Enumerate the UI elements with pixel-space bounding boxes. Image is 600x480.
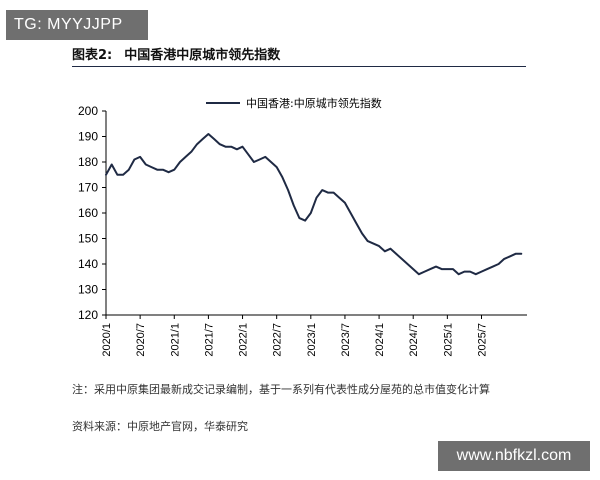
x-tick-label: 2023/7 (340, 323, 352, 357)
x-tick-label: 2020/7 (135, 323, 147, 357)
series-layer (105, 133, 523, 276)
title-rule (72, 66, 526, 67)
x-tick-label: 2024/1 (374, 323, 386, 357)
chart-note: 注：采用中原集团最新成交记录编制，基于一系列有代表性成分屋苑的总市值变化计算 (72, 383, 490, 396)
x-tick-label: 2025/7 (476, 323, 488, 357)
x-tick-label: 2022/1 (238, 323, 250, 357)
figure-title: 图表2: 中国香港中原城市领先指数 (72, 44, 280, 63)
y-tick-label: 140 (78, 257, 98, 271)
x-tick-label: 2024/7 (408, 323, 420, 357)
watermark-top: TG: MYYJJPP (6, 10, 148, 40)
y-axis: 120 130 140 150 160 170 180 190 200 (78, 104, 107, 322)
x-axis: 2020/1 2020/7 2021/1 2021/7 2022/1 2022/7 2023… (101, 314, 527, 357)
x-tick-label: 2021/1 (169, 323, 181, 357)
line-chart: 120 130 140 150 160 170 180 190 200 2020/1 2020/7… (78, 96, 527, 357)
x-tick-label: 2023/1 (306, 323, 318, 357)
x-tick-label: 2025/1 (442, 323, 454, 357)
series-line (105, 133, 523, 276)
chart-source: 资料来源：中原地产官网，华泰研究 (72, 420, 248, 433)
y-tick-label: 190 (78, 130, 98, 144)
y-tick-label: 150 (78, 232, 98, 246)
figure-label: 图表2: (72, 48, 113, 63)
x-tick-label: 2020/1 (101, 323, 113, 357)
x-tick-label: 2022/7 (272, 323, 284, 357)
y-tick-label: 130 (78, 283, 98, 297)
y-tick-label: 200 (78, 104, 98, 118)
legend: 中国香港:中原城市领先指数 (206, 96, 382, 110)
y-tick-label: 180 (78, 155, 98, 169)
figure-title-text: 中国香港中原城市领先指数 (124, 48, 281, 63)
legend-label: 中国香港:中原城市领先指数 (246, 96, 382, 110)
watermark-bottom: www.nbfkzl.com (438, 441, 590, 471)
y-tick-label: 160 (78, 206, 98, 220)
y-tick-label: 170 (78, 181, 98, 195)
y-tick-label: 120 (78, 308, 98, 322)
x-tick-label: 2021/7 (203, 323, 215, 357)
